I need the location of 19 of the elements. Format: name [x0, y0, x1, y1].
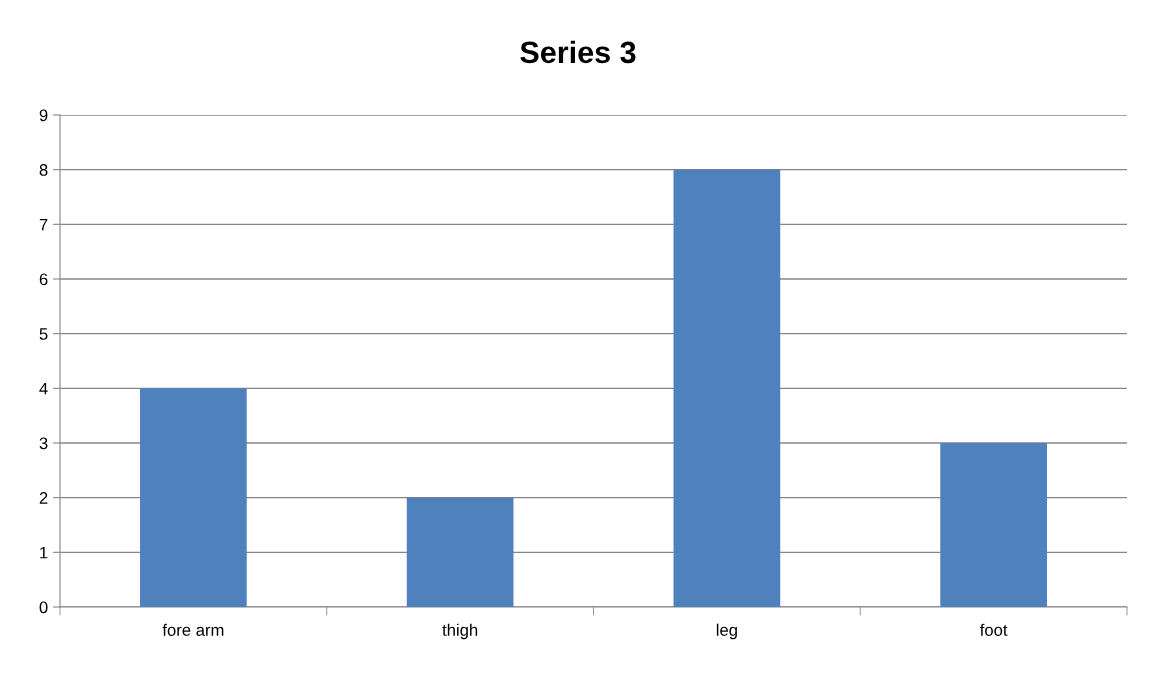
y-tick-label: 7 [39, 218, 48, 231]
y-tick-label: 3 [39, 437, 48, 450]
y-tick-label: 8 [39, 164, 48, 176]
y-tick-label: 0 [39, 601, 48, 614]
x-tick-label: thigh [442, 623, 478, 640]
x-tick-label: foot [979, 623, 1008, 636]
x-tick-label: fore arm [162, 623, 224, 636]
y-tick-label: 5 [39, 328, 48, 340]
y-tick-label: 6 [39, 273, 48, 286]
x-tick-label: leg [716, 623, 737, 640]
bar [673, 169, 781, 607]
y-tick-label: 2 [39, 492, 48, 504]
bar [940, 443, 1047, 607]
y-tick-label: 1 [40, 546, 48, 559]
chart-title: Series 3 [520, 40, 636, 64]
bar [406, 497, 514, 607]
bar [140, 388, 247, 607]
y-tick-label: 4 [39, 382, 48, 395]
y-tick-label: 9 [39, 109, 48, 122]
